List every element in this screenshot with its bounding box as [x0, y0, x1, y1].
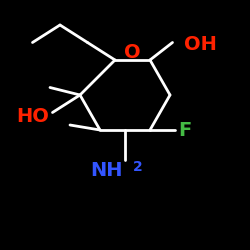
- Text: NH: NH: [90, 160, 122, 180]
- Text: HO: HO: [16, 107, 49, 126]
- Text: O: O: [124, 43, 141, 62]
- Text: 2: 2: [132, 160, 142, 174]
- Text: F: F: [179, 120, 192, 140]
- Text: OH: OH: [184, 36, 216, 54]
